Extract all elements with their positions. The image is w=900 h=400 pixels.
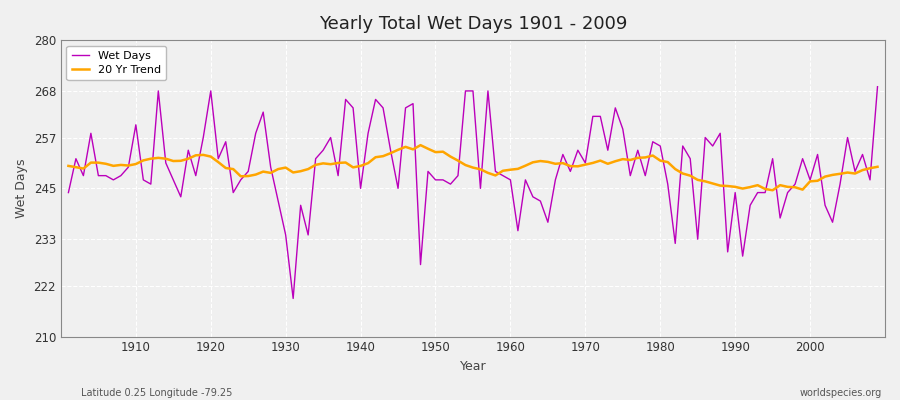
20 Yr Trend xyxy=(288,170,299,175)
Wet Days xyxy=(288,296,299,301)
Wet Days xyxy=(512,228,523,233)
Legend: Wet Days, 20 Yr Trend: Wet Days, 20 Yr Trend xyxy=(67,46,166,80)
20 Yr Trend xyxy=(415,143,426,148)
X-axis label: Year: Year xyxy=(460,360,486,373)
Text: worldspecies.org: worldspecies.org xyxy=(800,388,882,398)
20 Yr Trend xyxy=(123,163,134,168)
20 Yr Trend xyxy=(602,161,613,166)
Wet Days xyxy=(505,178,516,182)
Line: Wet Days: Wet Days xyxy=(68,87,878,298)
20 Yr Trend xyxy=(63,164,74,168)
Wet Days xyxy=(63,190,74,195)
20 Yr Trend xyxy=(767,188,778,193)
20 Yr Trend xyxy=(505,167,516,172)
Text: Latitude 0.25 Longitude -79.25: Latitude 0.25 Longitude -79.25 xyxy=(81,388,232,398)
20 Yr Trend xyxy=(872,164,883,169)
Wet Days xyxy=(340,97,351,102)
20 Yr Trend xyxy=(333,160,344,165)
Wet Days xyxy=(295,203,306,208)
Wet Days xyxy=(602,148,613,153)
Line: 20 Yr Trend: 20 Yr Trend xyxy=(68,145,878,190)
Wet Days xyxy=(123,165,134,170)
Wet Days xyxy=(872,84,883,89)
Title: Yearly Total Wet Days 1901 - 2009: Yearly Total Wet Days 1901 - 2009 xyxy=(319,15,627,33)
20 Yr Trend xyxy=(512,166,523,171)
Y-axis label: Wet Days: Wet Days xyxy=(15,158,28,218)
